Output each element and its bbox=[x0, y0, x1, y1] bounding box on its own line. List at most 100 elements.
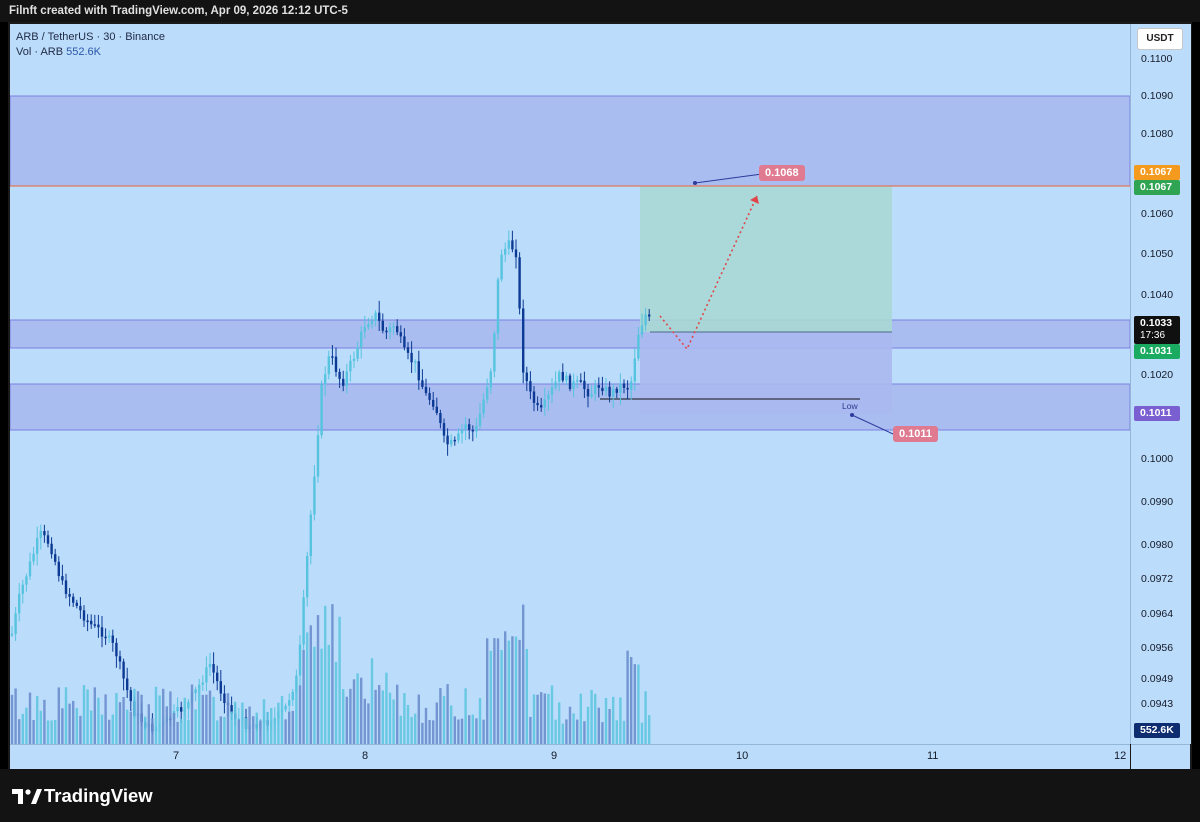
candle-body bbox=[478, 413, 482, 426]
volume-bar bbox=[216, 720, 219, 744]
volume-bar bbox=[392, 699, 395, 744]
volume-bar bbox=[165, 706, 168, 744]
candle-body bbox=[18, 593, 21, 614]
volume-bar bbox=[320, 648, 323, 744]
candle-body bbox=[68, 593, 71, 597]
volume-bar bbox=[338, 616, 341, 744]
candle-body bbox=[381, 320, 384, 331]
volume-bar bbox=[525, 648, 528, 744]
candle-body bbox=[223, 693, 226, 704]
volume-bar bbox=[352, 679, 356, 744]
volume-bar bbox=[370, 658, 374, 744]
volume-bar bbox=[144, 716, 147, 744]
candle-body bbox=[414, 361, 417, 363]
candle-body bbox=[180, 707, 183, 712]
volume-bar bbox=[478, 697, 482, 744]
volume-bar bbox=[64, 687, 68, 744]
candle-body bbox=[399, 332, 402, 337]
volume-bar bbox=[594, 693, 597, 744]
volume-bar bbox=[442, 695, 446, 744]
candle-body bbox=[126, 678, 129, 691]
volume-bar bbox=[295, 689, 298, 744]
price-tag-purple: 0.1011 bbox=[1134, 406, 1180, 421]
candle-body bbox=[590, 394, 593, 397]
volume-bar bbox=[504, 631, 507, 744]
candle-body bbox=[97, 624, 100, 628]
candle-body bbox=[615, 388, 618, 393]
candle-body bbox=[111, 635, 114, 643]
tradingview-logo-icon bbox=[12, 789, 42, 804]
candle-body bbox=[349, 360, 352, 372]
volume-bar bbox=[234, 701, 237, 744]
low-label: Low bbox=[842, 401, 858, 411]
candle-body bbox=[554, 381, 557, 388]
time-axis[interactable] bbox=[10, 744, 1130, 769]
volume-bar bbox=[151, 718, 154, 744]
candle-body bbox=[313, 476, 316, 515]
candle-body bbox=[619, 383, 622, 393]
symbol-title[interactable]: ARB / TetherUS · 30 · Binance bbox=[16, 31, 165, 43]
candle-body bbox=[21, 584, 24, 594]
candle-body bbox=[558, 371, 561, 382]
volume-bar bbox=[21, 713, 24, 744]
volume-bar bbox=[385, 672, 388, 744]
volume-bar bbox=[158, 695, 161, 744]
volume-bar bbox=[453, 716, 456, 744]
brand-name: TradingView bbox=[44, 785, 153, 806]
candle-body bbox=[352, 358, 356, 361]
candle-body bbox=[640, 325, 644, 335]
candle-body bbox=[334, 356, 338, 372]
price-tick: 0.0943 bbox=[1141, 698, 1174, 710]
price-tick: 0.0964 bbox=[1141, 608, 1174, 620]
candle-body bbox=[504, 248, 507, 255]
candle-body bbox=[435, 406, 438, 414]
volume-bar bbox=[248, 706, 251, 744]
price-chart[interactable] bbox=[10, 24, 1130, 744]
chart-pane[interactable] bbox=[10, 24, 1130, 744]
price-tick: 0.1040 bbox=[1141, 289, 1174, 301]
price-axis[interactable] bbox=[1130, 24, 1191, 744]
volume-bar bbox=[230, 711, 233, 744]
volume-bar bbox=[50, 720, 53, 744]
candle-body bbox=[561, 371, 564, 381]
price-tag-current: 0.1033 17:36 bbox=[1134, 316, 1180, 344]
target-price-callout[interactable]: 0.1068 bbox=[759, 165, 805, 181]
volume-bar bbox=[378, 685, 381, 744]
volume-bar bbox=[424, 707, 428, 744]
volume-bar bbox=[486, 638, 489, 744]
candle-body bbox=[597, 385, 600, 388]
volume-bar bbox=[612, 696, 615, 744]
volume-bar bbox=[262, 699, 266, 744]
currency-button[interactable]: USDT bbox=[1137, 28, 1183, 50]
candle-body bbox=[450, 439, 453, 445]
candle-body bbox=[406, 347, 410, 353]
stop-price-callout[interactable]: 0.1011 bbox=[893, 426, 939, 442]
time-label: 11 bbox=[927, 750, 939, 762]
footer-bar bbox=[0, 769, 1200, 822]
volume-bar bbox=[118, 702, 122, 744]
candle-body bbox=[428, 393, 431, 400]
volume-bar bbox=[374, 689, 377, 744]
volume-bar bbox=[190, 684, 194, 744]
volume-bar bbox=[212, 696, 215, 744]
volume-bar bbox=[428, 720, 431, 744]
candle-body bbox=[122, 661, 125, 679]
volume-bar bbox=[417, 694, 420, 744]
price-tick: 0.1020 bbox=[1141, 369, 1174, 381]
candle-body bbox=[302, 597, 305, 645]
volume-bar bbox=[446, 684, 449, 744]
candle-body bbox=[608, 386, 611, 397]
candle-body bbox=[14, 613, 17, 634]
volume-bar bbox=[57, 687, 60, 744]
volume-bar bbox=[108, 719, 111, 744]
candle-body bbox=[198, 684, 201, 690]
candle-body bbox=[385, 330, 388, 333]
volume-bar bbox=[604, 697, 608, 744]
volume-bar bbox=[496, 638, 500, 744]
volume-bar bbox=[18, 719, 21, 744]
volume-bar bbox=[324, 605, 327, 744]
candle-body bbox=[284, 705, 287, 710]
candle-body bbox=[216, 672, 219, 682]
volume-legend[interactable]: Vol · ARB 552.6K bbox=[16, 45, 165, 60]
volume-bar bbox=[46, 720, 50, 744]
